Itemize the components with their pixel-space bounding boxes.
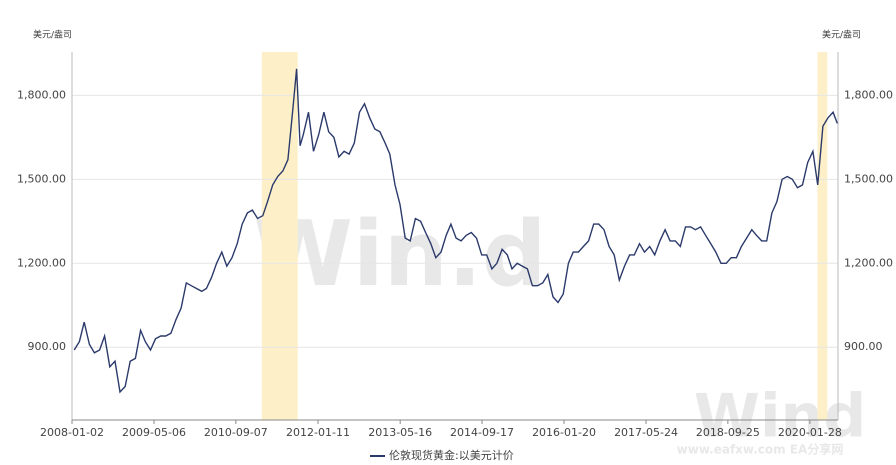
- y2-tick-label: 900.00: [844, 340, 883, 353]
- y2-tick-label: 1,500.00: [844, 172, 893, 185]
- legend-label: 伦敦现货黄金:以美元计价: [389, 448, 514, 462]
- x-tick-label: 2018-09-25: [696, 426, 760, 439]
- y-tick-label: 1,500.00: [17, 172, 66, 185]
- x-tick-label: 2009-05-06: [122, 426, 186, 439]
- x-tick-label: 2014-09-17: [450, 426, 514, 439]
- watermark: www.eafxw.com EA分享网: [677, 442, 844, 457]
- watermark: Wind: [694, 382, 866, 452]
- x-tick-label: 2008-01-02: [40, 426, 104, 439]
- y-tick-label: 900.00: [28, 340, 67, 353]
- y2-tick-label: 1,200.00: [844, 256, 893, 269]
- x-tick-label: 2020-01-28: [778, 426, 842, 439]
- series-line: [73, 68, 838, 394]
- x-tick-label: 2013-05-16: [368, 426, 432, 439]
- x-tick-label: 2012-01-11: [286, 426, 350, 439]
- x-tick-label: 2010-09-07: [204, 426, 268, 439]
- x-tick-label: 2017-05-24: [614, 426, 678, 439]
- y-tick-label: 1,800.00: [17, 88, 66, 101]
- y-unit-left: 美元/盎司: [33, 29, 72, 41]
- y-tick-label: 1,200.00: [17, 256, 66, 269]
- y2-tick-label: 1,800.00: [844, 88, 893, 101]
- y-unit-right: 美元/盎司: [822, 29, 861, 41]
- watermark: Win.d: [254, 202, 547, 307]
- highlight-band: [817, 52, 828, 420]
- x-tick-label: 2016-01-20: [532, 426, 596, 439]
